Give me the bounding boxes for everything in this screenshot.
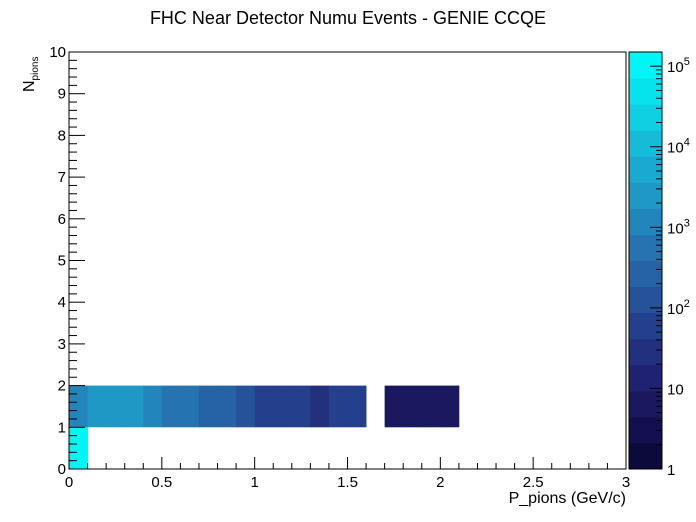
x-tick-label: 3 (622, 474, 630, 491)
color-scale (629, 52, 662, 470)
heatmap-cell (124, 385, 144, 428)
z-tick-label: 103 (667, 217, 690, 237)
x-axis: 0 0.5 1 1.5 2 2.5 3 (65, 457, 630, 491)
color-scale-axis: 1 10 102 103 104 105 (628, 51, 690, 479)
x-tick-label: 1.5 (337, 474, 358, 491)
x-tick-label: 1 (250, 474, 258, 491)
heatmap-cell (328, 385, 348, 428)
color-scale-segment (629, 390, 662, 418)
y-tick-label: 10 (49, 44, 66, 61)
x-tick-label: 0.5 (151, 474, 172, 491)
heatmap-cell (273, 385, 293, 428)
z-tick-label: 105 (667, 56, 690, 76)
y-tick-label: 4 (58, 294, 66, 311)
y-tick-label: 7 (58, 169, 66, 186)
color-scale-segment (629, 130, 662, 157)
heatmap-cell (310, 385, 330, 428)
color-scale-segment (629, 52, 662, 79)
y-tick-label: 9 (58, 86, 66, 103)
color-scale-segment (629, 286, 662, 314)
x-tick-label: 2.5 (523, 474, 544, 491)
color-scale-segment (629, 182, 662, 209)
z-tick-label: 10 (667, 381, 684, 398)
color-scale-segment (629, 260, 662, 288)
color-scale-segment (629, 442, 662, 470)
y-tick-label: 5 (58, 253, 66, 270)
heatmap-cell (440, 385, 460, 428)
color-scale-segment (629, 364, 662, 392)
z-tick-label: 1 (667, 462, 675, 479)
chart-title: FHC Near Detector Numu Events - GENIE CC… (150, 8, 546, 28)
heatmap-cell (384, 385, 404, 428)
x-tick-label: 0 (65, 474, 73, 491)
color-scale-segment (629, 338, 662, 366)
y-axis: 0 1 2 3 4 5 6 7 8 9 10 (49, 44, 85, 478)
heatmap-cell (421, 385, 441, 428)
heatmap-cell (180, 385, 200, 428)
color-scale-segment (629, 78, 662, 105)
heatmap-cell (69, 427, 88, 469)
heatmap-cell (106, 385, 126, 428)
svg-text:Npions: Npions (21, 57, 41, 92)
heatmap-cell (254, 385, 274, 428)
y-axis-label-main: N (21, 80, 38, 92)
z-tick-label: 102 (667, 298, 690, 318)
y-tick-label: 3 (58, 336, 66, 353)
y-tick-label: 0 (58, 461, 66, 478)
x-tick-label: 2 (436, 474, 444, 491)
color-scale-frame (628, 51, 663, 470)
y-axis-label-sub: pions (30, 57, 41, 81)
y-tick-label: 6 (58, 211, 66, 228)
y-axis-label: Npions (21, 57, 41, 92)
z-tick-label: 104 (667, 137, 690, 157)
heatmap-cells (69, 385, 460, 469)
heatmap-cell (403, 385, 423, 428)
heatmap-cell (236, 385, 256, 428)
x-axis-label: P_pions (GeV/c) (509, 490, 626, 507)
heatmap-cell (143, 385, 163, 428)
color-scale-segment (629, 234, 662, 261)
heatmap-cell (347, 385, 367, 428)
heatmap-cell (69, 385, 88, 428)
heatmap-cell (161, 385, 181, 428)
y-tick-label: 1 (58, 419, 66, 436)
y-tick-label: 8 (58, 127, 66, 144)
y-tick-label: 2 (58, 378, 66, 395)
heatmap-cell (87, 385, 107, 428)
heatmap-cell (217, 385, 237, 428)
heatmap-cell (198, 385, 218, 428)
heatmap-cell (291, 385, 311, 428)
